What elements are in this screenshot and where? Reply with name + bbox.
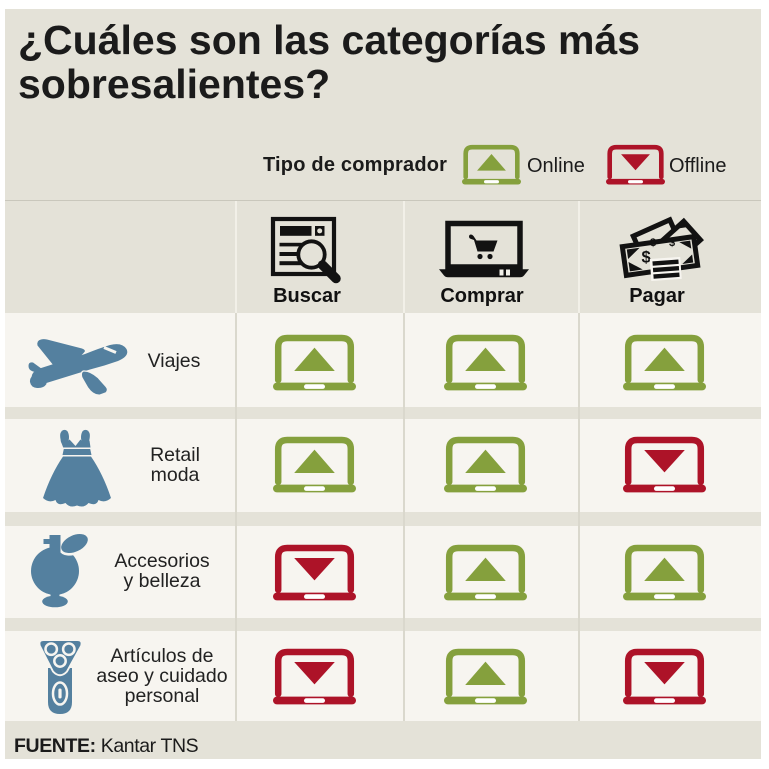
svg-text:$: $ <box>642 249 651 267</box>
svg-text:$: $ <box>669 237 675 249</box>
svg-text:$: $ <box>650 237 656 249</box>
